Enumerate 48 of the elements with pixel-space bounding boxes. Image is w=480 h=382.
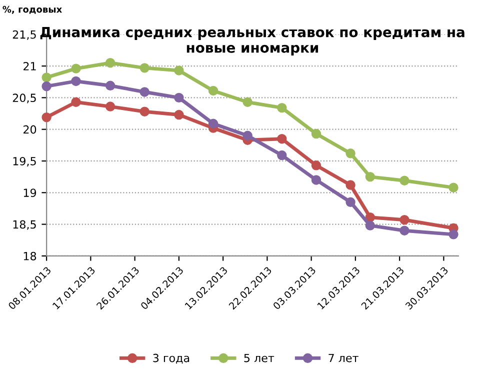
- legend-label: 3 года: [153, 354, 190, 364]
- point: [105, 102, 116, 112]
- point: [277, 150, 287, 160]
- point: [174, 66, 184, 76]
- legend-label: 7 лет: [328, 354, 358, 362]
- point: [277, 102, 287, 113]
- y-axis-title: %, годовых: [2, 6, 62, 14]
- point: [346, 197, 356, 207]
- point: [140, 87, 150, 97]
- point: [140, 63, 150, 73]
- point: [346, 148, 356, 158]
- point: [140, 106, 150, 116]
- point: [400, 176, 410, 186]
- point: [365, 172, 376, 182]
- y-tick-label: 18: [24, 252, 36, 260]
- y-tick-label: 20,5: [12, 94, 36, 104]
- point: [208, 86, 218, 96]
- point: [105, 80, 116, 91]
- point: [311, 128, 322, 139]
- chart-title: Динамика средних реальных ставок по кредитам на новые иномарки: [40, 26, 464, 56]
- point: [311, 175, 322, 185]
- point: [448, 230, 458, 240]
- y-tick-label: 21,5: [12, 30, 36, 40]
- point: [346, 180, 356, 190]
- y-tick-label: 19: [24, 188, 36, 198]
- point: [277, 134, 287, 144]
- point: [174, 92, 184, 103]
- point: [400, 214, 410, 225]
- point: [311, 160, 322, 170]
- point: [42, 72, 52, 82]
- point: [242, 130, 252, 141]
- point: [71, 64, 81, 74]
- point: [242, 97, 252, 107]
- legend-label: 5 лет: [244, 354, 274, 362]
- point: [400, 226, 410, 236]
- point: [71, 76, 81, 86]
- point: [42, 81, 52, 92]
- point: [105, 58, 116, 68]
- point: [208, 118, 218, 128]
- point: [365, 220, 376, 230]
- y-tick-label: 20: [24, 125, 36, 134]
- y-tick-label: 21: [24, 62, 36, 70]
- y-tick-label: 19,5: [13, 156, 36, 166]
- point: [448, 182, 458, 192]
- point: [174, 110, 184, 120]
- point: [42, 112, 52, 122]
- point: [71, 97, 81, 107]
- y-tick-label: 18,5: [13, 220, 36, 230]
